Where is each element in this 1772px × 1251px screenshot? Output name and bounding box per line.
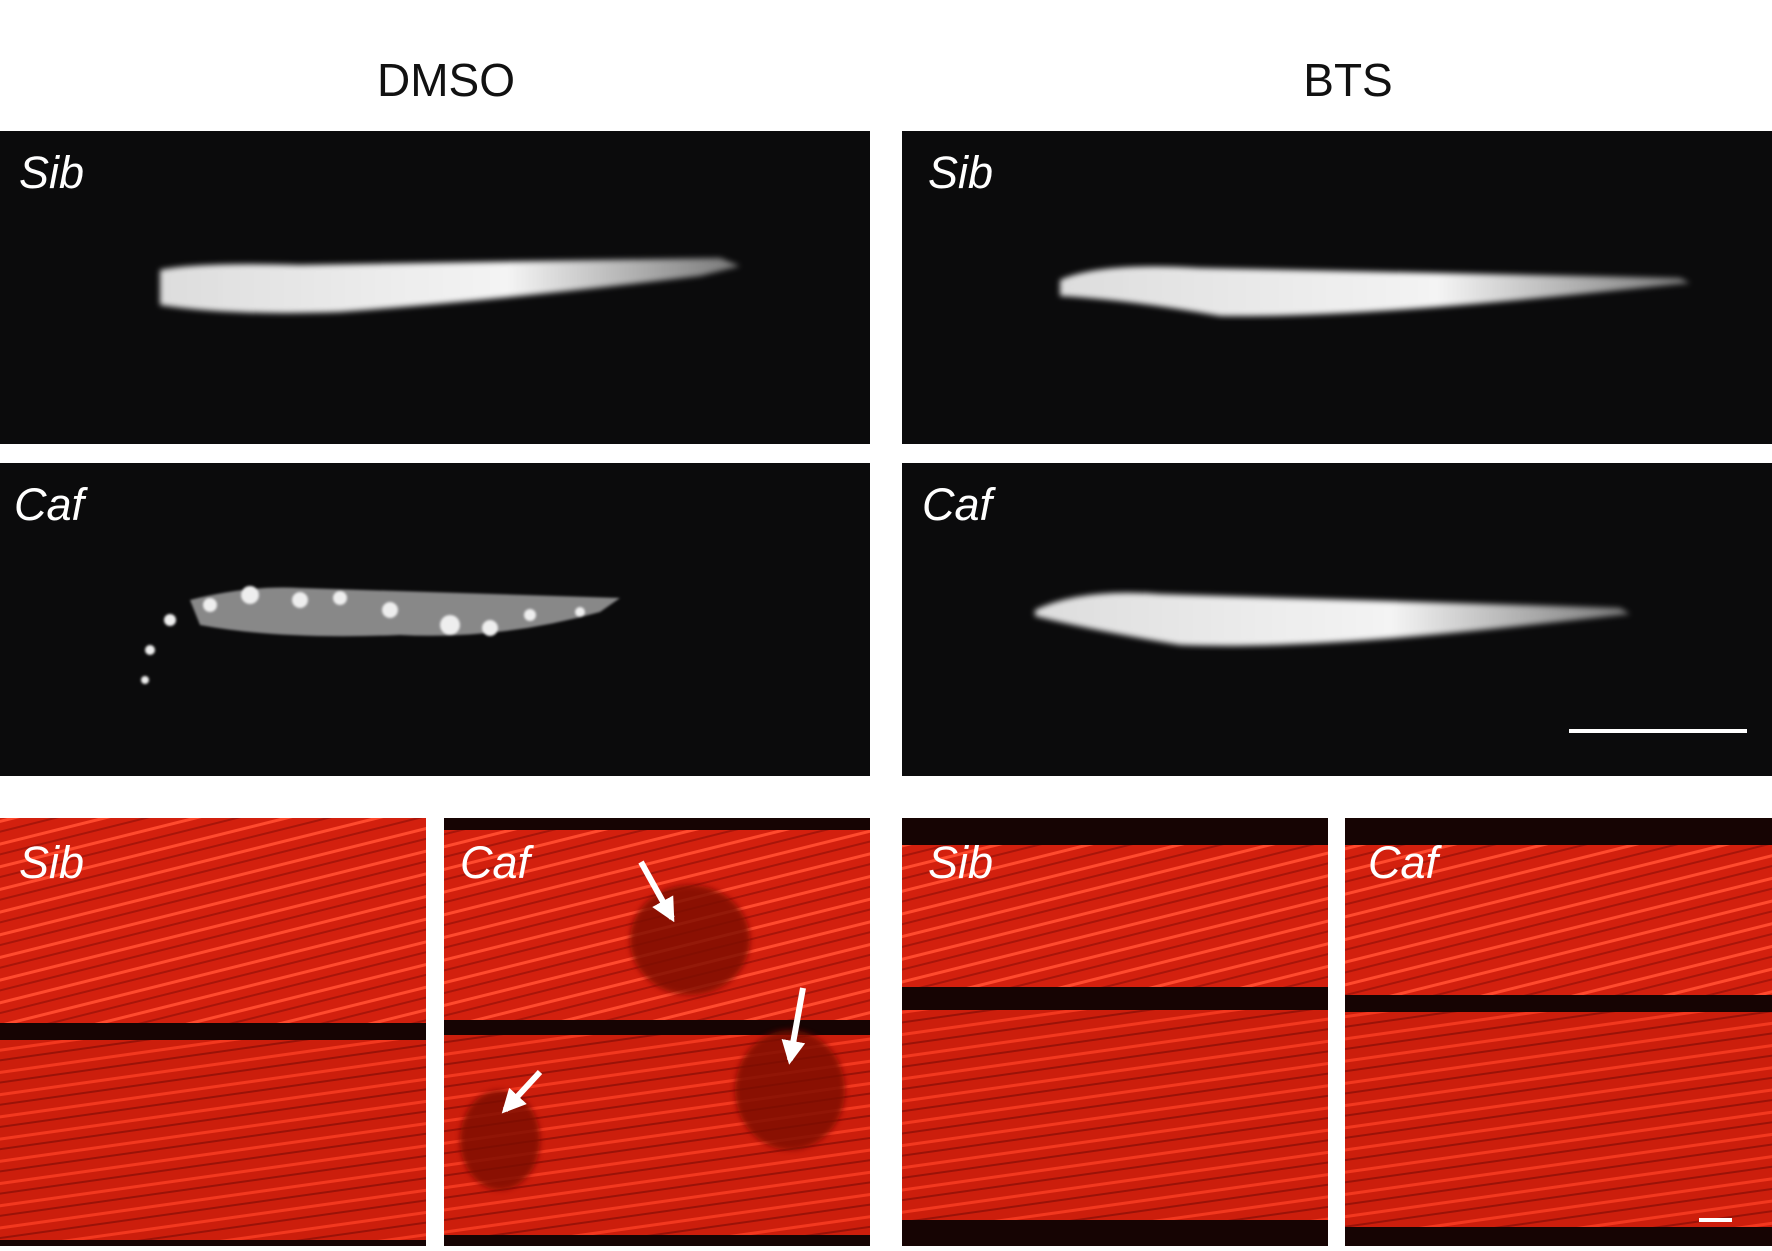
fluorescence-panels: [0, 131, 1772, 776]
muscle: [0, 818, 426, 1023]
panel-label: Caf: [1368, 837, 1443, 888]
muscle: [0, 1040, 426, 1240]
panel-label: Caf: [460, 837, 535, 888]
arrow: [501, 1069, 543, 1114]
arrow: [638, 860, 675, 923]
fish: [160, 258, 740, 314]
fish-damaged: [141, 586, 620, 684]
fish: [1060, 266, 1690, 317]
panel-label: Caf: [14, 479, 89, 530]
panel-label: Sib: [928, 837, 993, 888]
arrows: [501, 860, 806, 1114]
column-title: DMSO: [377, 54, 515, 106]
muscle: [902, 1010, 1328, 1220]
muscle-panels: [0, 818, 1772, 1246]
muscle: [902, 845, 1328, 987]
panel-label: Caf: [922, 479, 997, 530]
muscle: [1345, 845, 1772, 995]
panel-labels: Sib Sib Caf Caf Sib Caf Sib Caf: [14, 147, 1443, 888]
muscle: [1345, 1012, 1772, 1227]
fish: [1035, 592, 1630, 646]
panel-label: Sib: [19, 147, 84, 198]
column-title: BTS: [1303, 54, 1392, 106]
panel-label: Sib: [928, 147, 993, 198]
panel-label: Sib: [19, 837, 84, 888]
arrow: [781, 987, 806, 1065]
